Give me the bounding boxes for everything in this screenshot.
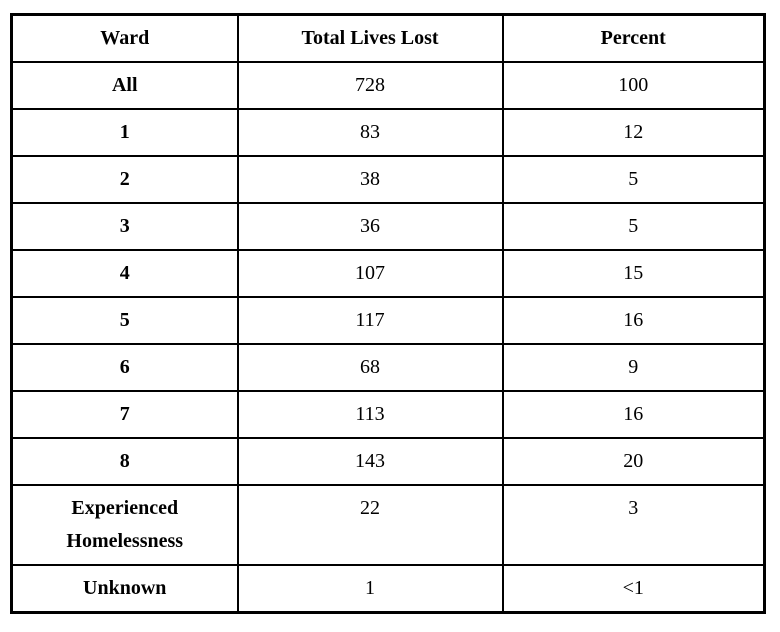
percent-cell: 15	[501, 249, 766, 298]
ward-cell: Unknown	[10, 564, 239, 614]
percent-cell: 100	[501, 61, 766, 110]
total-lives-lost-cell: 68	[236, 343, 504, 392]
ward-cell: Experienced Homelessness	[10, 484, 239, 566]
table-row-ward-8: 8 143 20	[10, 437, 766, 486]
table-row-ward-3: 3 36 5	[10, 202, 766, 251]
total-lives-lost-cell: 1	[236, 564, 504, 614]
column-header-ward: Ward	[10, 13, 239, 63]
total-lives-lost-cell: 107	[236, 249, 504, 298]
ward-cell: 3	[10, 202, 239, 251]
percent-cell: 3	[501, 484, 766, 566]
percent-cell: 20	[501, 437, 766, 486]
table-row-experienced-homelessness: Experienced Homelessness 22 3	[10, 484, 766, 566]
table-header-row: Ward Total Lives Lost Percent	[10, 13, 766, 63]
ward-cell: 2	[10, 155, 239, 204]
table-row-ward-6: 6 68 9	[10, 343, 766, 392]
total-lives-lost-cell: 117	[236, 296, 504, 345]
table-row-unknown: Unknown 1 <1	[10, 564, 766, 614]
ward-cell: 7	[10, 390, 239, 439]
column-header-total-lives-lost: Total Lives Lost	[236, 13, 504, 63]
ward-lives-lost-table: Ward Total Lives Lost Percent All 728 10…	[10, 13, 766, 614]
ward-cell: 4	[10, 249, 239, 298]
table-row-ward-2: 2 38 5	[10, 155, 766, 204]
percent-cell: 5	[501, 202, 766, 251]
percent-cell: 9	[501, 343, 766, 392]
percent-cell: 16	[501, 296, 766, 345]
total-lives-lost-cell: 36	[236, 202, 504, 251]
ward-cell: All	[10, 61, 239, 110]
total-lives-lost-cell: 83	[236, 108, 504, 157]
column-header-percent: Percent	[501, 13, 766, 63]
percent-cell: <1	[501, 564, 766, 614]
table-row-all: All 728 100	[10, 61, 766, 110]
total-lives-lost-cell: 143	[236, 437, 504, 486]
percent-cell: 16	[501, 390, 766, 439]
ward-cell: 8	[10, 437, 239, 486]
percent-cell: 5	[501, 155, 766, 204]
percent-cell: 12	[501, 108, 766, 157]
table-row-ward-7: 7 113 16	[10, 390, 766, 439]
ward-cell: 5	[10, 296, 239, 345]
table-row-ward-1: 1 83 12	[10, 108, 766, 157]
table-row-ward-5: 5 117 16	[10, 296, 766, 345]
table-row-ward-4: 4 107 15	[10, 249, 766, 298]
total-lives-lost-cell: 22	[236, 484, 504, 566]
ward-cell: 6	[10, 343, 239, 392]
total-lives-lost-cell: 728	[236, 61, 504, 110]
total-lives-lost-cell: 113	[236, 390, 504, 439]
total-lives-lost-cell: 38	[236, 155, 504, 204]
ward-cell: 1	[10, 108, 239, 157]
